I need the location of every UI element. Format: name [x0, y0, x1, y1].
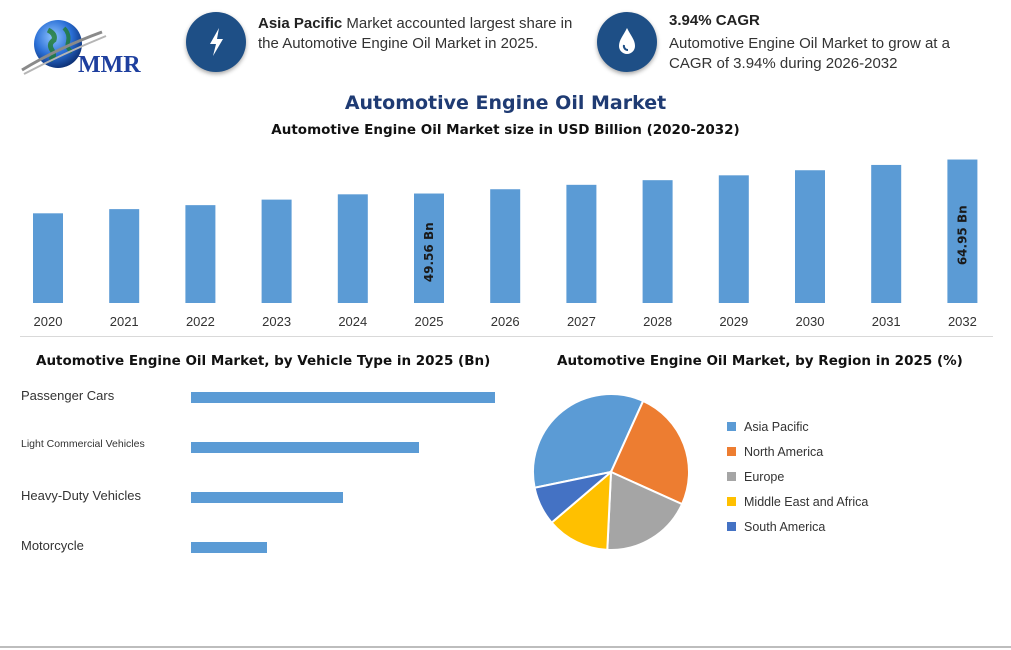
- vehicle-bar-chart: Passenger Cars Light Commercial Vehicles H…: [0, 380, 520, 570]
- x-tick-label: 2021: [110, 314, 139, 329]
- section-divider: [20, 336, 993, 337]
- vehicle-bar: [191, 542, 267, 553]
- legend-item: Asia Pacific: [727, 414, 927, 439]
- oil-drop-icon: [619, 28, 635, 54]
- pie-slice-south-america: [533, 471, 612, 525]
- vehicle-category-label: Passenger Cars: [21, 388, 115, 403]
- bar-data-label: 64.95 Bn: [955, 205, 969, 265]
- x-tick-label: 2024: [338, 314, 367, 329]
- legend-item: South America: [727, 514, 927, 539]
- bar-chart-title: Automotive Engine Oil Market size in USD…: [271, 122, 740, 138]
- region-pie-chart: [532, 393, 690, 551]
- legend-label: North America: [744, 444, 824, 459]
- bar-2027: [566, 184, 597, 303]
- stat-highlight: Asia Pacific: [258, 15, 343, 32]
- bottom-line: [0, 646, 1011, 648]
- logo-text: MMR: [78, 52, 141, 78]
- x-tick-label: 2023: [262, 314, 291, 329]
- bar-2020: [33, 213, 63, 303]
- stat-cagr-body: Automotive Engine Oil Market to grow at …: [669, 35, 950, 72]
- bar-2023: [261, 199, 292, 303]
- x-tick-label: 2026: [491, 314, 520, 329]
- region-legend: Asia Pacific North America Europe Middle Ea…: [727, 414, 927, 539]
- legend-label: Europe: [744, 469, 785, 484]
- legend-label: Middle East and Africa: [744, 494, 869, 509]
- legend-swatch: [727, 522, 736, 531]
- bar-2028: [642, 180, 673, 303]
- vehicle-chart-title: Automotive Engine Oil Market, by Vehicle…: [36, 353, 491, 369]
- legend-item: North America: [727, 439, 927, 464]
- vehicle-category-label: Light Commercial Vehicles: [21, 438, 145, 450]
- bar-2026: [490, 189, 521, 303]
- pie-slice-north-america: [609, 399, 690, 506]
- main-title: Automotive Engine Oil Market: [344, 92, 667, 114]
- bar-data-label: 49.56 Bn: [422, 222, 436, 282]
- pie-slice-middle-east-and-africa: [550, 469, 613, 551]
- stat-lightning-badge: [186, 12, 246, 72]
- vehicle-bar: [191, 492, 343, 503]
- stat-oil-badge: [597, 12, 657, 72]
- stat-body: Market accounted largest share in the Au…: [258, 15, 573, 52]
- x-tick-label: 2027: [567, 314, 596, 329]
- x-tick-label: 2031: [872, 314, 901, 329]
- bar-2031: [871, 164, 902, 303]
- region-chart-title: Automotive Engine Oil Market, by Region …: [557, 353, 963, 369]
- bar-chart: 2020 2021 2022 2023 2024 2025 49.56 Bn 2026 2027…: [33, 159, 978, 329]
- x-tick-label: 2022: [186, 314, 215, 329]
- x-tick-label: 2025: [415, 314, 444, 329]
- legend-label: South America: [744, 519, 826, 534]
- bar-2021: [109, 209, 140, 303]
- vehicle-bar: [191, 442, 419, 453]
- legend-swatch: [727, 447, 736, 456]
- legend-label: Asia Pacific: [744, 419, 809, 434]
- bar-2030: [795, 170, 825, 303]
- stat-asia-pacific: Asia Pacific Market accounted largest sh…: [258, 14, 588, 54]
- pie-slice-asia-pacific: [532, 393, 645, 489]
- legend-swatch: [727, 472, 736, 481]
- x-tick-label: 2032: [948, 314, 977, 329]
- x-tick-label: 2028: [643, 314, 672, 329]
- logo: MMR: [18, 14, 158, 84]
- pie-slice-europe: [606, 470, 684, 551]
- vehicle-category-label: Heavy-Duty Vehicles: [21, 488, 141, 503]
- bar-2022: [185, 205, 216, 303]
- legend-item: Middle East and Africa: [727, 489, 927, 514]
- globe-logo-icon: [21, 20, 107, 75]
- vehicle-category-label: Motorcycle: [21, 538, 84, 553]
- bar-2025: [414, 193, 444, 303]
- bar-2032: [947, 159, 978, 303]
- x-tick-label: 2029: [719, 314, 748, 329]
- lightning-icon: [210, 28, 223, 56]
- bar-2029: [718, 175, 749, 303]
- legend-swatch: [727, 497, 736, 506]
- legend-item: Europe: [727, 464, 927, 489]
- bar-2024: [337, 194, 368, 303]
- x-tick-label: 2030: [796, 314, 825, 329]
- vehicle-bar: [191, 392, 495, 403]
- x-tick-label: 2020: [34, 314, 63, 329]
- legend-swatch: [727, 422, 736, 431]
- stat-cagr-highlight: 3.94% CAGR: [669, 12, 760, 29]
